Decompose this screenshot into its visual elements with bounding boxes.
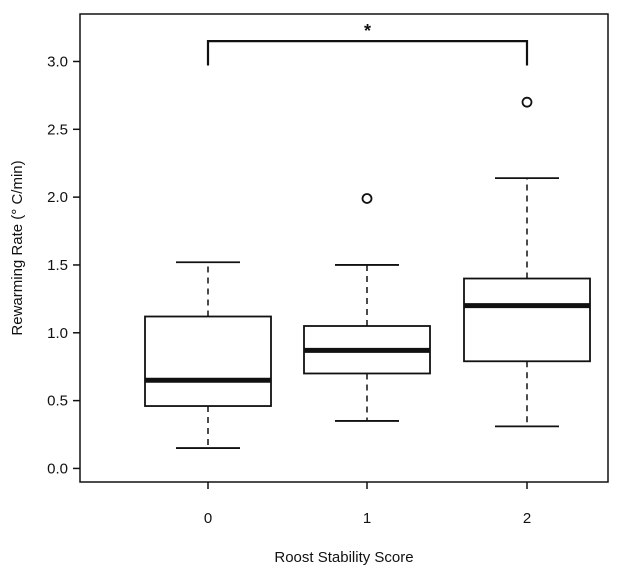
outlier-point	[521, 96, 533, 108]
y-tick-label: 1.0	[47, 325, 68, 342]
y-axis-title: Rewarming Rate (° C/min)	[9, 160, 26, 335]
y-axis: 0.0 0.5 1.0 1.5 2.0 2.5 3.0	[47, 53, 80, 477]
x-tick-label: 2	[523, 510, 531, 527]
box-group-1	[303, 193, 431, 422]
significance-bracket: *	[206, 21, 529, 66]
bracket-line	[206, 40, 529, 66]
y-tick-label: 2.5	[47, 121, 68, 138]
x-axis: 0 1 2	[204, 482, 531, 527]
outlier-point	[361, 193, 373, 204]
y-tick-label: 3.0	[47, 53, 68, 70]
y-tick-label: 2.0	[47, 189, 68, 206]
significance-label: *	[364, 21, 371, 41]
y-tick-label: 0.5	[47, 393, 68, 410]
box-iqr	[463, 277, 591, 363]
y-tick-label: 1.5	[47, 257, 68, 274]
y-tick-label: 0.0	[47, 460, 68, 477]
box-series	[144, 96, 591, 449]
x-tick-label: 1	[363, 510, 371, 527]
x-axis-title: Roost Stability Score	[274, 549, 413, 566]
box-iqr	[144, 315, 272, 407]
box-group-0	[144, 261, 272, 449]
x-tick-label: 0	[204, 510, 212, 527]
box-group-2	[463, 96, 591, 428]
plot-frame	[79, 13, 609, 483]
